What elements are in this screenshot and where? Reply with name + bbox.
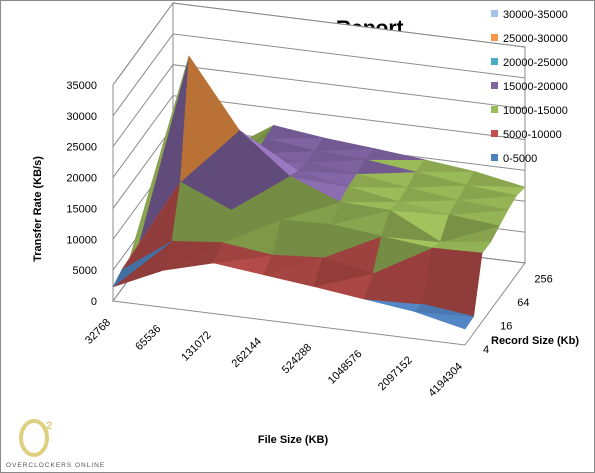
legend-swatch <box>491 10 498 17</box>
surface-facet <box>129 56 190 258</box>
surface-facet <box>339 186 399 203</box>
surface-facet <box>457 184 517 201</box>
surface-facet <box>372 235 433 274</box>
overclockers-online-logo: 2 OVERCLOCKERS ONLINE <box>6 419 105 469</box>
x-axis-label: File Size (KB) <box>258 434 329 446</box>
surface-facet <box>306 150 366 163</box>
x-tick-label: 1048576 <box>326 348 365 387</box>
logo-text: OVERCLOCKERS ONLINE <box>6 462 105 469</box>
z-axis-label: Record Size (Kb) <box>491 335 579 347</box>
surface-facet <box>364 148 425 160</box>
logo-superscript: 2 <box>46 420 52 432</box>
surface-facet <box>322 223 383 259</box>
surface-facet <box>389 201 450 215</box>
surface-facet <box>180 55 240 183</box>
surface-facet <box>415 159 475 173</box>
z-tick-label: 64 <box>517 297 529 309</box>
legend-label: 10000-15000 <box>503 105 568 117</box>
y-tick-label: 10000 <box>66 234 97 246</box>
surface-facet <box>430 241 491 249</box>
legend-label: 20000-25000 <box>503 57 568 69</box>
y-tick-label: 0 <box>91 296 97 308</box>
x-tick-label: 2097152 <box>376 354 415 393</box>
y-axis-ticks: 0 5000 10000 15000 20000 25000 30000 35000 <box>66 80 97 308</box>
surface-facet <box>363 272 424 305</box>
surface-facet <box>406 171 467 188</box>
gridline <box>112 2 526 86</box>
surface-facet <box>381 209 441 243</box>
surface-facet <box>297 162 358 175</box>
z-tick-label: 16 <box>500 321 512 333</box>
surface-facet <box>221 209 283 244</box>
surface-facet <box>398 187 458 202</box>
surface-facet <box>422 247 483 305</box>
y-tick-label: 5000 <box>73 265 97 277</box>
surface-facet <box>162 240 223 271</box>
surface-facet <box>356 159 416 175</box>
y-tick-label: 20000 <box>66 173 97 185</box>
legend-swatch <box>491 58 498 65</box>
surface-plot <box>112 55 526 330</box>
logo-ring-icon <box>19 419 49 457</box>
y-tick-label: 30000 <box>66 111 97 123</box>
surface-facet <box>121 181 181 271</box>
surface-facet <box>171 181 232 242</box>
surface-facet <box>112 241 173 288</box>
surface-facet <box>448 199 508 216</box>
x-tick-label: 131072 <box>179 329 213 363</box>
surface-facet <box>288 170 349 187</box>
surface-facet <box>263 254 323 276</box>
surface-facet <box>313 257 375 288</box>
z-axis-ticks: 4 16 64 256 <box>483 274 553 356</box>
z-tick-label: 4 <box>483 344 489 356</box>
legend-swatch <box>491 106 498 113</box>
legend-label: 0-5000 <box>503 153 537 165</box>
z-tick-label: 256 <box>534 274 552 286</box>
legend-label: 30000-35000 <box>503 9 568 21</box>
y-tick-label: 35000 <box>66 80 97 92</box>
surface-facet <box>439 214 500 243</box>
surface-facet <box>264 125 324 139</box>
gridline <box>112 95 526 178</box>
legend: 30000-35000 25000-30000 20000-25000 15000-2… <box>491 9 568 165</box>
legend-swatch <box>491 82 498 89</box>
legend-label: 5000-10000 <box>503 129 562 141</box>
y-tick-label: 25000 <box>66 142 97 154</box>
y-tick-label: 15000 <box>66 203 97 215</box>
x-tick-label: 524288 <box>280 342 314 376</box>
surface-facet <box>413 303 474 317</box>
x-tick-label: 32768 <box>83 317 113 347</box>
surface-facet <box>465 171 526 188</box>
y-axis-label: Transfer Rate (KB/s) <box>32 156 44 262</box>
x-tick-label: 4194304 <box>426 361 465 400</box>
x-tick-label: 262144 <box>230 336 264 370</box>
surface-facet <box>271 219 333 256</box>
legend-label: 25000-30000 <box>503 33 568 45</box>
gridline <box>112 33 526 117</box>
surface-facet <box>330 201 391 225</box>
surface-facet <box>230 129 291 211</box>
surface-facet <box>314 137 375 152</box>
legend-label: 15000-20000 <box>503 81 568 93</box>
x-tick-label: 65536 <box>133 323 163 353</box>
legend-swatch <box>491 34 498 41</box>
gridline <box>112 64 526 147</box>
legend-swatch <box>491 154 498 161</box>
surface-facet <box>347 173 408 188</box>
legend-swatch <box>491 130 498 137</box>
surface-facet <box>213 242 273 264</box>
surface-facet <box>280 175 341 221</box>
